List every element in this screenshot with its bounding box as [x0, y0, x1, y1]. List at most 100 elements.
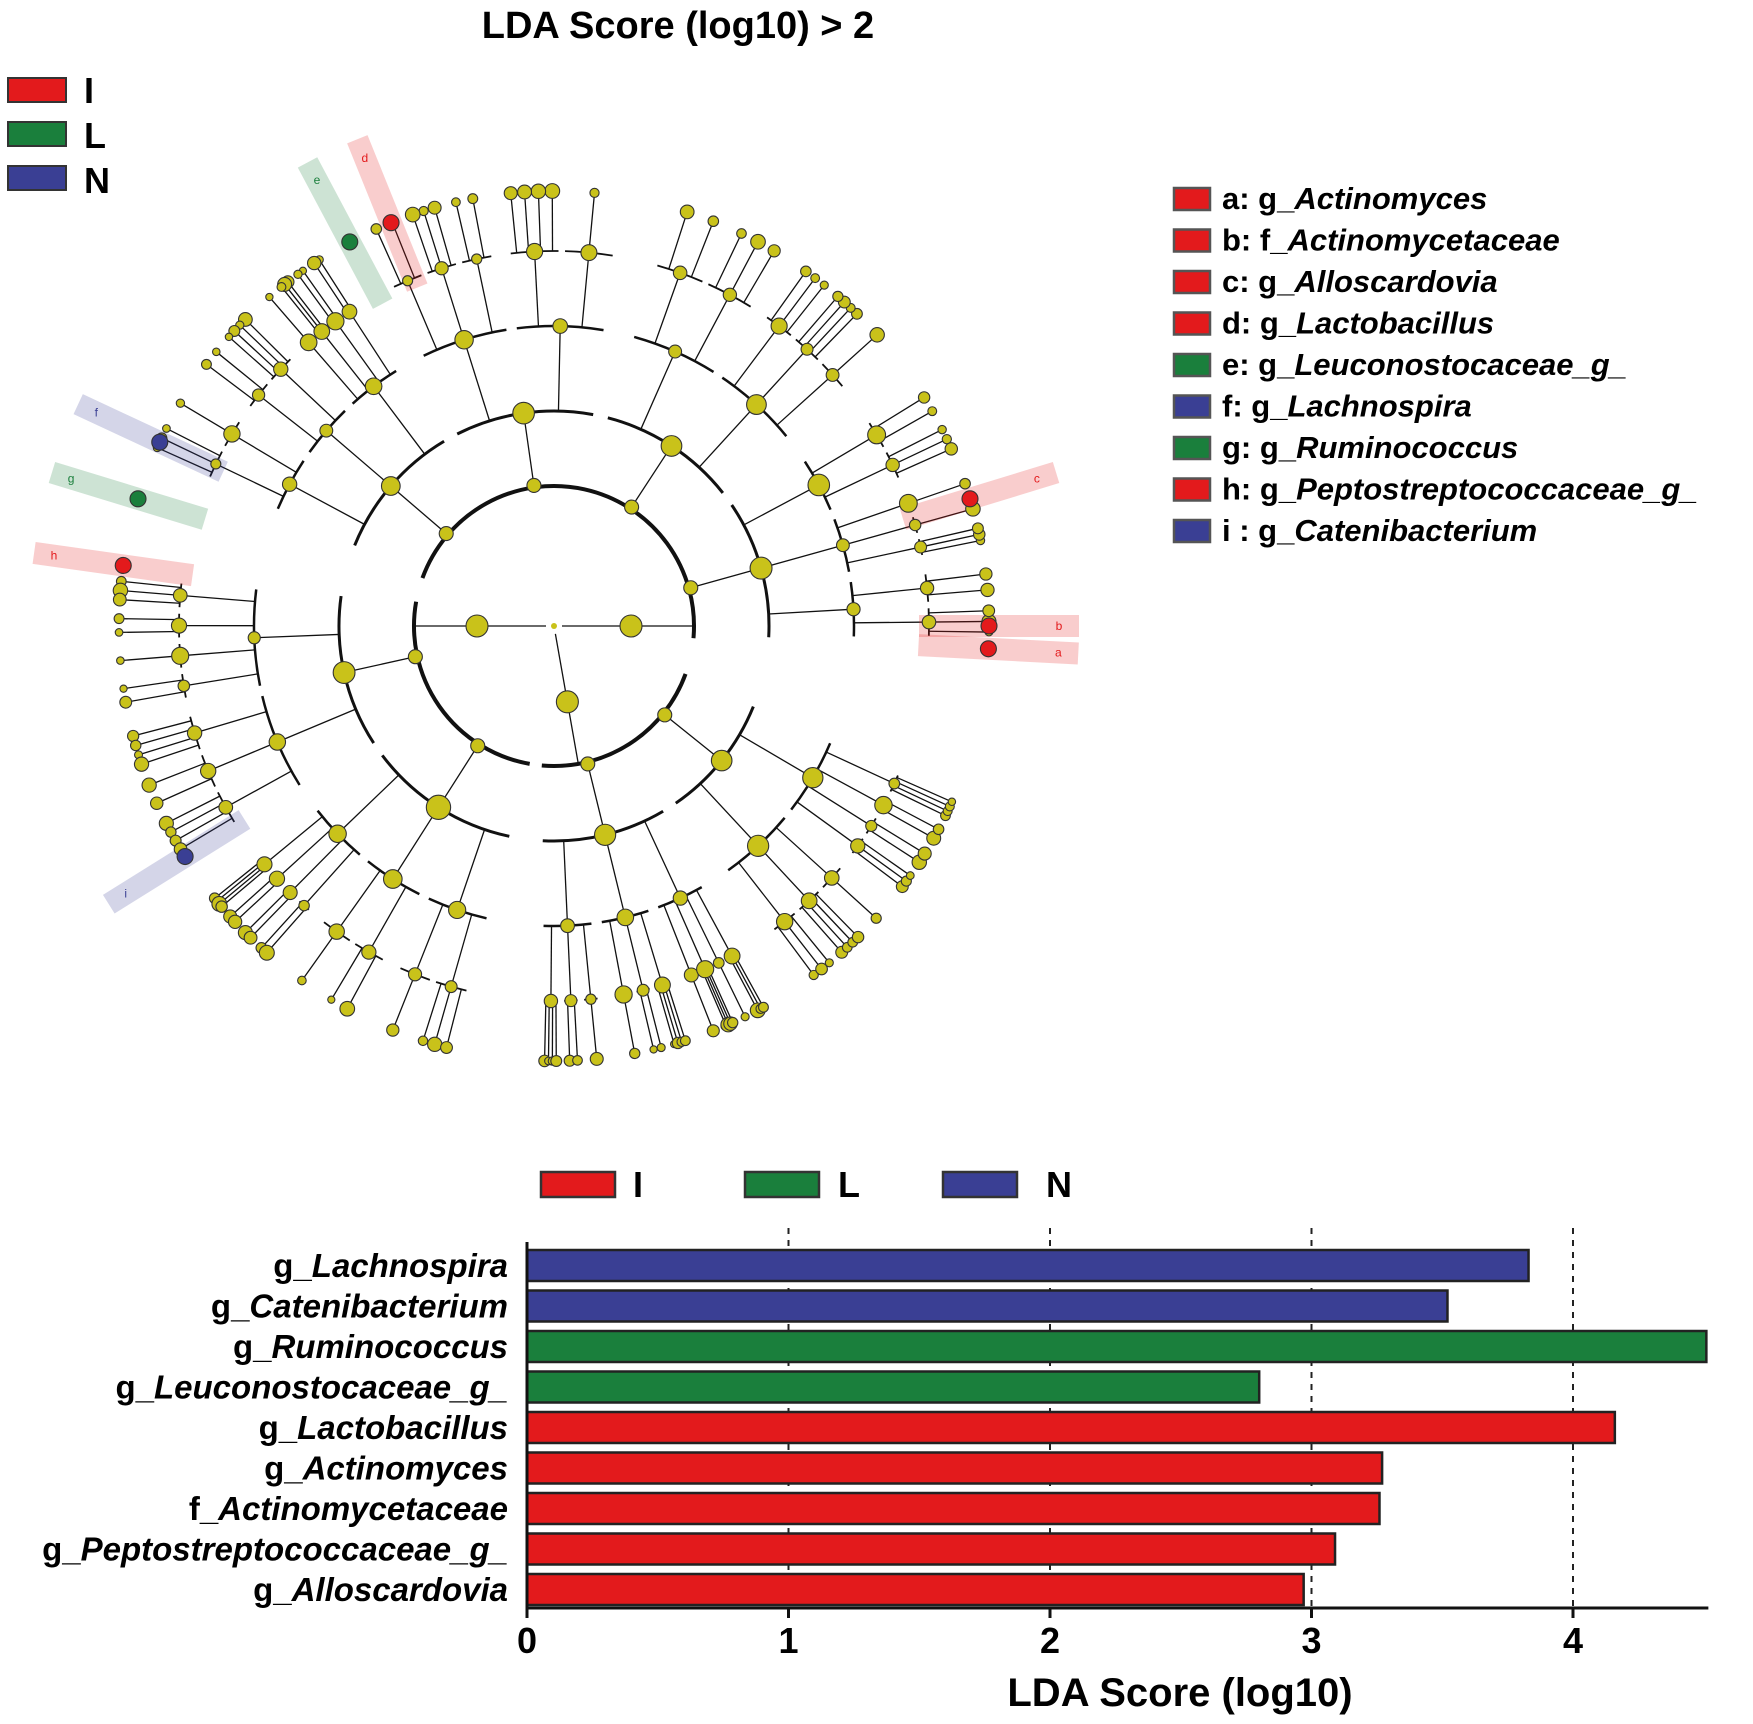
clade-node — [823, 870, 840, 886]
bar-catenibacterium — [525, 1289, 1449, 1323]
bar-actinomycetaceae — [525, 1491, 1381, 1526]
bar-legend-swatch-I — [539, 1170, 617, 1199]
figure-title: LDA Score (log10) > 2 — [482, 5, 874, 47]
clade-branch — [166, 795, 221, 824]
biomarker-label: b — [1056, 619, 1063, 633]
clade-node — [434, 261, 449, 276]
clade-node — [162, 424, 171, 433]
taxa-legend-swatch — [1172, 352, 1212, 378]
bar-label-name: Lactobacillus — [297, 1409, 508, 1446]
clade-branch — [325, 430, 392, 487]
bar-legend-item-N: N — [941, 1164, 1072, 1205]
biomarker-label: d — [361, 151, 368, 165]
clade-branch — [921, 539, 981, 553]
clade-branch — [654, 272, 681, 344]
clade-branch — [244, 318, 289, 363]
clade-branch — [768, 608, 854, 615]
clade-branch — [414, 904, 444, 975]
clade-node — [712, 956, 725, 969]
clade-branch — [337, 774, 400, 835]
clade-branch — [837, 502, 909, 529]
clade-branch — [734, 954, 765, 1008]
clade-branch — [811, 434, 877, 474]
clade-node — [679, 1035, 691, 1047]
clade-node — [200, 358, 212, 370]
clade-branch — [156, 778, 212, 804]
clade-branch — [824, 464, 893, 498]
clade-node — [740, 1012, 750, 1022]
clade-branch — [790, 915, 830, 964]
clade-node — [243, 930, 258, 945]
clade-node — [746, 834, 770, 858]
clade-node — [835, 538, 850, 553]
clade-node — [800, 265, 812, 278]
clade-node — [129, 490, 147, 508]
clade-node — [727, 1016, 739, 1029]
clade-node — [657, 707, 673, 723]
clade-branch — [119, 598, 180, 604]
clade-branch — [695, 889, 733, 957]
clade-node — [775, 912, 794, 931]
clade-node — [404, 206, 421, 223]
bar-label-prefix: g_ — [273, 1247, 312, 1284]
clade-branch — [645, 989, 662, 1048]
clade-branch — [463, 339, 491, 422]
clade-branch — [183, 673, 258, 687]
cladogram-group-legend: I L N — [7, 70, 110, 201]
clade-node — [332, 661, 356, 684]
taxa-letter: i : g_ — [1222, 513, 1295, 548]
clade-node — [151, 433, 169, 451]
clade-node — [870, 912, 882, 924]
clade-node — [749, 556, 773, 580]
taxa-legend-label: b: f_Actinomycetaceae — [1222, 223, 1560, 258]
clade-node — [919, 580, 935, 596]
clade-branch — [194, 710, 267, 734]
clade-node — [885, 457, 900, 473]
clade-branch — [254, 633, 340, 639]
clade-branch — [123, 679, 184, 690]
clade-branch — [390, 485, 449, 536]
clade-arc — [541, 673, 688, 768]
taxa-legend-label: f: g_Lachnospira — [1222, 389, 1472, 424]
bar-legend-swatch-L — [743, 1170, 821, 1199]
clade-branch — [276, 827, 333, 880]
clade-branch — [119, 630, 180, 634]
biomarker-shade — [48, 461, 209, 530]
bar-label-prefix: g_ — [116, 1369, 155, 1406]
taxa-name: Actinomycetaceae — [1286, 223, 1559, 258]
clade-node — [815, 962, 828, 976]
clade-node — [298, 899, 310, 912]
clade-branch — [313, 262, 348, 314]
clade-branch — [166, 427, 221, 457]
lda-bar-chart: g_Lachnospirag_Catenibacteriumg_Ruminoco… — [42, 1228, 1709, 1661]
taxa-letter: d: g_ — [1222, 306, 1297, 341]
clade-node — [119, 684, 128, 693]
bar-label: g_Catenibacterium — [211, 1288, 508, 1325]
clade-branch — [860, 840, 911, 877]
cladogram-highlights: ab c d e f g h i — [32, 135, 1079, 914]
clade-node — [326, 312, 345, 331]
clade-branch — [817, 768, 884, 806]
bar-legend-label-N: N — [1046, 1164, 1072, 1205]
clade-branch — [729, 957, 759, 1011]
bar-legend-item-I: I — [539, 1164, 643, 1205]
clade-node — [327, 995, 336, 1004]
biomarker-shade — [917, 634, 1079, 665]
clade-branch — [321, 331, 369, 391]
cladogram-nodes — [112, 183, 998, 1068]
clade-node — [825, 368, 840, 382]
clade-node — [382, 869, 403, 889]
clade-node — [265, 292, 274, 302]
clade-node — [114, 628, 124, 637]
clade-branch — [308, 341, 359, 400]
taxa-legend-swatch — [1172, 311, 1212, 336]
clade-node — [170, 617, 188, 634]
legend-label-I: I — [84, 70, 94, 111]
clade-node — [683, 580, 699, 596]
clade-node — [440, 1041, 453, 1054]
clade-branch — [881, 808, 935, 839]
bar-legend-item-L: L — [743, 1164, 860, 1205]
taxa-name: Alloscardovia — [1293, 264, 1497, 299]
